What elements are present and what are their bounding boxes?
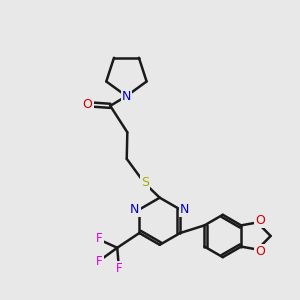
- Text: S: S: [141, 176, 149, 190]
- Text: O: O: [255, 214, 265, 226]
- Text: F: F: [96, 254, 103, 268]
- Text: F: F: [96, 232, 103, 245]
- Text: N: N: [122, 90, 131, 103]
- Text: N: N: [130, 203, 140, 216]
- Text: O: O: [82, 98, 92, 111]
- Text: F: F: [116, 262, 122, 275]
- Text: O: O: [255, 245, 265, 258]
- Text: N: N: [180, 203, 189, 216]
